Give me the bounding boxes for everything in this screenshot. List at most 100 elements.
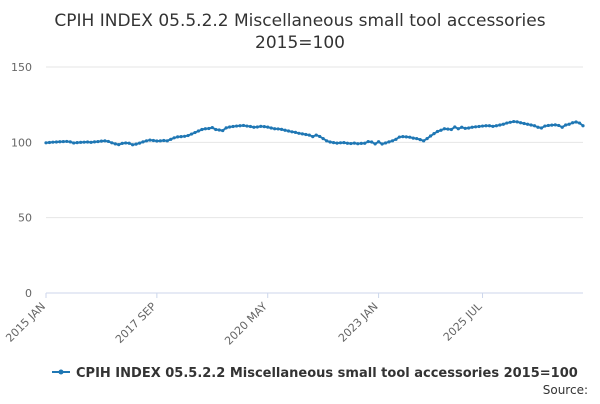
data-point[interactable] (311, 135, 315, 139)
data-point[interactable] (380, 142, 384, 146)
data-point[interactable] (501, 122, 505, 126)
data-point[interactable] (207, 126, 211, 131)
data-point[interactable] (352, 141, 356, 145)
data-point[interactable] (449, 127, 453, 132)
data-point[interactable] (349, 141, 353, 146)
data-point[interactable] (89, 140, 93, 144)
data-point[interactable] (404, 135, 408, 139)
data-point[interactable] (577, 121, 582, 125)
data-point[interactable] (328, 140, 332, 144)
data-point[interactable] (68, 140, 72, 144)
data-point[interactable] (366, 139, 370, 144)
data-point[interactable] (567, 122, 571, 126)
data-point[interactable] (390, 139, 395, 143)
data-point[interactable] (165, 139, 169, 143)
data-point[interactable] (259, 124, 263, 128)
data-point[interactable] (75, 141, 79, 145)
data-point[interactable] (470, 125, 474, 129)
data-point[interactable] (519, 121, 523, 125)
data-point[interactable] (408, 135, 412, 139)
data-point[interactable] (456, 127, 460, 131)
data-point[interactable] (276, 127, 280, 131)
data-point[interactable] (515, 120, 519, 124)
data-point[interactable] (321, 136, 325, 141)
data-point[interactable] (158, 139, 162, 143)
data-point[interactable] (553, 123, 557, 127)
data-point[interactable] (401, 135, 405, 139)
data-point[interactable] (99, 139, 104, 143)
data-point[interactable] (387, 140, 391, 144)
data-point[interactable] (283, 128, 287, 132)
data-point[interactable] (113, 142, 117, 146)
data-point[interactable] (162, 138, 166, 143)
data-point[interactable] (79, 140, 83, 144)
legend[interactable]: CPIH INDEX 05.5.2.2 Miscellaneous small … (52, 366, 578, 381)
data-point[interactable] (335, 141, 339, 145)
data-point[interactable] (453, 125, 457, 129)
data-point[interactable] (131, 143, 135, 147)
data-point[interactable] (356, 142, 360, 146)
data-point[interactable] (134, 142, 138, 146)
data-point[interactable] (124, 141, 128, 145)
data-point[interactable] (82, 140, 86, 144)
data-point[interactable] (266, 125, 270, 129)
data-point[interactable] (279, 127, 284, 131)
data-point[interactable] (65, 139, 69, 144)
data-point[interactable] (543, 124, 547, 128)
data-point[interactable] (415, 136, 419, 141)
data-point[interactable] (345, 141, 350, 145)
data-point[interactable] (439, 128, 443, 132)
data-point[interactable] (550, 123, 554, 127)
data-point[interactable] (117, 142, 121, 147)
data-point[interactable] (262, 125, 266, 129)
data-point[interactable] (581, 124, 585, 128)
data-point[interactable] (446, 127, 450, 131)
data-point[interactable] (508, 120, 512, 124)
data-point[interactable] (307, 133, 311, 137)
data-point[interactable] (144, 139, 149, 143)
data-point[interactable] (214, 127, 218, 132)
data-point[interactable] (255, 125, 259, 129)
data-point[interactable] (512, 119, 516, 124)
data-point[interactable] (397, 135, 401, 139)
data-point[interactable] (546, 123, 550, 128)
data-point[interactable] (474, 125, 478, 129)
data-point[interactable] (196, 129, 201, 133)
data-point[interactable] (383, 141, 388, 145)
data-point[interactable] (182, 134, 187, 138)
data-point[interactable] (224, 126, 228, 130)
data-point[interactable] (103, 139, 107, 143)
data-point[interactable] (92, 140, 97, 144)
data-point[interactable] (61, 139, 65, 144)
data-point[interactable] (373, 142, 377, 146)
data-point[interactable] (525, 122, 530, 126)
data-point[interactable] (505, 121, 509, 125)
data-point[interactable] (338, 141, 343, 145)
data-point[interactable] (498, 123, 502, 127)
data-point[interactable] (169, 137, 173, 141)
data-point[interactable] (290, 130, 294, 134)
data-point[interactable] (44, 141, 48, 145)
data-point[interactable] (269, 126, 273, 130)
data-point[interactable] (574, 120, 578, 124)
data-point[interactable] (203, 127, 207, 131)
data-point[interactable] (231, 124, 235, 129)
data-point[interactable] (318, 134, 322, 139)
data-point[interactable] (47, 140, 52, 145)
data-point[interactable] (522, 121, 526, 126)
data-point[interactable] (342, 141, 346, 145)
data-point[interactable] (484, 124, 488, 128)
data-point[interactable] (248, 124, 253, 129)
data-point[interactable] (297, 131, 301, 135)
data-point[interactable] (480, 124, 485, 128)
data-point[interactable] (189, 132, 194, 136)
data-point[interactable] (435, 129, 440, 134)
data-point[interactable] (394, 137, 398, 141)
data-point[interactable] (200, 127, 204, 132)
data-point[interactable] (463, 126, 467, 130)
data-point[interactable] (234, 124, 239, 128)
data-point[interactable] (151, 138, 155, 143)
data-point[interactable] (238, 124, 242, 128)
data-point[interactable] (51, 140, 55, 144)
data-point[interactable] (536, 125, 540, 129)
